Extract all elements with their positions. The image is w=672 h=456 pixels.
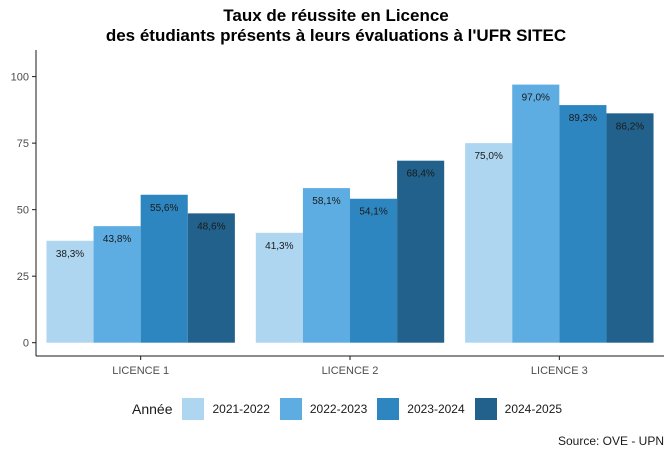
legend-swatch: [474, 398, 497, 420]
y-tick-label: 0: [23, 338, 29, 350]
legend-label: 2023-2024: [407, 402, 465, 416]
bar: [93, 226, 141, 343]
legend-label: 2024-2025: [504, 402, 563, 416]
bar: [350, 198, 398, 343]
y-tick-label: 50: [17, 205, 29, 217]
legend-item-2023-2024: 2023-2024: [377, 398, 465, 420]
legend-swatch: [182, 398, 205, 420]
chart-bars: [46, 84, 654, 343]
bar-data-label: 38,3%: [56, 249, 84, 260]
bar-data-label: 75,0%: [475, 151, 503, 162]
bar: [255, 232, 303, 343]
x-tick-label: LICENCE 2: [322, 365, 379, 377]
bar-data-label: 48,6%: [197, 221, 225, 232]
bar-data-label: 54,1%: [359, 207, 387, 218]
bar: [559, 105, 607, 343]
legend-label: 2021-2022: [212, 402, 270, 416]
source-caption: Source: OVE - UPN: [557, 434, 664, 448]
bar: [397, 160, 445, 343]
bar: [46, 240, 94, 343]
bar: [187, 213, 235, 343]
x-tick-label: LICENCE 1: [112, 365, 169, 377]
chart-title-line1: Taux de réussite en Licence: [223, 6, 449, 25]
y-tick-label: 75: [17, 138, 29, 150]
bar: [606, 113, 654, 343]
y-tick-label: 100: [11, 72, 29, 84]
chart-title-line2: des étudiants présents à leurs évaluatio…: [105, 26, 567, 45]
chart-title: Taux de réussite en Licence des étudiant…: [0, 6, 672, 46]
bar-data-label: 58,1%: [312, 196, 340, 207]
bar-data-label: 68,4%: [406, 169, 434, 180]
legend-title: Année: [132, 401, 173, 417]
chart-data-labels: 38,3% 43,8% 55,6% 48,6% 41,3% 58,1% 54,1% 68,4%…: [56, 93, 644, 260]
bar-data-label: 86,2%: [616, 121, 644, 132]
bar-data-label: 43,8%: [103, 234, 131, 245]
legend-swatch: [377, 398, 400, 420]
legend-item-2021-2022: 2021-2022: [182, 398, 270, 420]
bar: [512, 84, 560, 343]
legend: Année 2021-2022 2022-2023 2023-2024 2024…: [132, 398, 572, 420]
legend-item-2024-2025: 2024-2025: [474, 398, 563, 420]
bar: [302, 188, 350, 343]
chart-axes: 0 25 50 75 100 LICENCE 1 LICENCE 2 LICENCE 3: [11, 50, 664, 377]
legend-item-2022-2023: 2022-2023: [279, 398, 368, 420]
bar-data-label: 89,3%: [569, 113, 597, 124]
bar-data-label: 55,6%: [150, 203, 178, 214]
legend-swatch: [279, 398, 302, 420]
bar-data-label: 97,0%: [522, 93, 550, 104]
y-tick-label: 25: [17, 271, 29, 283]
bar-data-label: 41,3%: [265, 241, 293, 252]
bar: [140, 194, 188, 343]
bar: [465, 143, 513, 343]
x-tick-label: LICENCE 3: [531, 365, 588, 377]
legend-label: 2022-2023: [309, 402, 368, 416]
